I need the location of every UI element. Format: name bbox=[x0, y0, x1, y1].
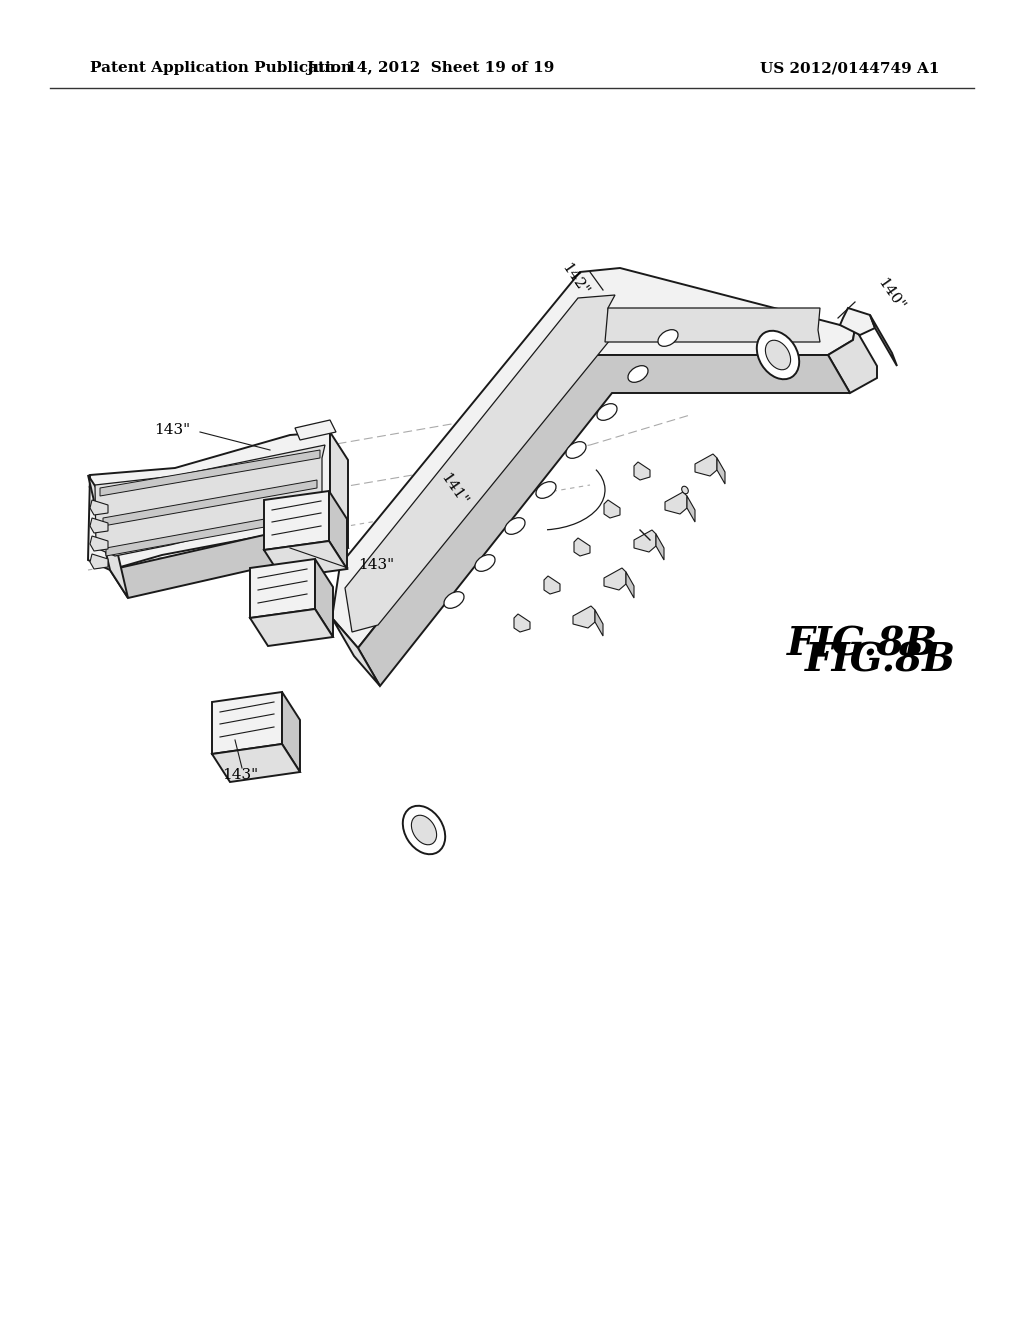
Polygon shape bbox=[332, 618, 380, 686]
Polygon shape bbox=[100, 450, 319, 496]
Polygon shape bbox=[264, 491, 329, 550]
Polygon shape bbox=[695, 454, 717, 477]
Polygon shape bbox=[574, 539, 590, 556]
Text: 142": 142" bbox=[559, 261, 591, 298]
Polygon shape bbox=[110, 520, 348, 598]
Polygon shape bbox=[828, 327, 877, 393]
Polygon shape bbox=[634, 462, 650, 480]
Polygon shape bbox=[103, 480, 317, 525]
Polygon shape bbox=[573, 606, 595, 628]
Polygon shape bbox=[604, 500, 620, 517]
Ellipse shape bbox=[412, 816, 436, 845]
Ellipse shape bbox=[402, 805, 445, 854]
Polygon shape bbox=[604, 568, 626, 590]
Polygon shape bbox=[212, 692, 282, 754]
Polygon shape bbox=[605, 308, 820, 342]
Ellipse shape bbox=[658, 330, 678, 346]
Polygon shape bbox=[250, 609, 333, 645]
Polygon shape bbox=[90, 536, 108, 550]
Polygon shape bbox=[95, 445, 325, 556]
Ellipse shape bbox=[566, 442, 586, 458]
Ellipse shape bbox=[682, 486, 688, 494]
Polygon shape bbox=[514, 614, 530, 632]
Polygon shape bbox=[90, 554, 108, 569]
Polygon shape bbox=[665, 492, 687, 513]
Polygon shape bbox=[88, 432, 330, 570]
Text: 143": 143" bbox=[222, 768, 258, 781]
Ellipse shape bbox=[505, 517, 525, 535]
Polygon shape bbox=[358, 355, 850, 686]
Polygon shape bbox=[626, 572, 634, 598]
Text: 143": 143" bbox=[154, 422, 190, 437]
Polygon shape bbox=[282, 692, 300, 772]
Polygon shape bbox=[106, 510, 314, 556]
Ellipse shape bbox=[444, 591, 464, 609]
Text: FIG.8B: FIG.8B bbox=[805, 642, 955, 678]
Polygon shape bbox=[330, 432, 348, 548]
Polygon shape bbox=[332, 268, 855, 648]
Polygon shape bbox=[329, 491, 347, 569]
Ellipse shape bbox=[475, 554, 495, 572]
Polygon shape bbox=[315, 558, 333, 638]
Ellipse shape bbox=[765, 341, 791, 370]
Ellipse shape bbox=[757, 331, 799, 379]
Polygon shape bbox=[90, 500, 108, 515]
Polygon shape bbox=[88, 475, 128, 598]
Text: Patent Application Publication: Patent Application Publication bbox=[90, 61, 352, 75]
Text: Jun. 14, 2012  Sheet 19 of 19: Jun. 14, 2012 Sheet 19 of 19 bbox=[306, 61, 554, 75]
Text: 140": 140" bbox=[874, 276, 907, 314]
Polygon shape bbox=[687, 496, 695, 521]
Polygon shape bbox=[634, 531, 656, 552]
Polygon shape bbox=[840, 308, 874, 335]
Polygon shape bbox=[264, 541, 347, 578]
Ellipse shape bbox=[597, 404, 617, 420]
Polygon shape bbox=[656, 535, 664, 560]
Polygon shape bbox=[90, 517, 108, 533]
Polygon shape bbox=[595, 610, 603, 636]
Polygon shape bbox=[295, 420, 336, 440]
Polygon shape bbox=[212, 744, 300, 781]
Text: 141": 141" bbox=[437, 471, 470, 510]
Text: US 2012/0144749 A1: US 2012/0144749 A1 bbox=[761, 61, 940, 75]
Ellipse shape bbox=[536, 482, 556, 499]
Polygon shape bbox=[717, 458, 725, 484]
Text: FIG.8B: FIG.8B bbox=[786, 626, 938, 664]
Ellipse shape bbox=[628, 366, 648, 383]
Text: 143": 143" bbox=[358, 558, 394, 572]
Polygon shape bbox=[345, 294, 615, 632]
Polygon shape bbox=[870, 315, 897, 366]
Polygon shape bbox=[250, 558, 315, 618]
Polygon shape bbox=[544, 576, 560, 594]
